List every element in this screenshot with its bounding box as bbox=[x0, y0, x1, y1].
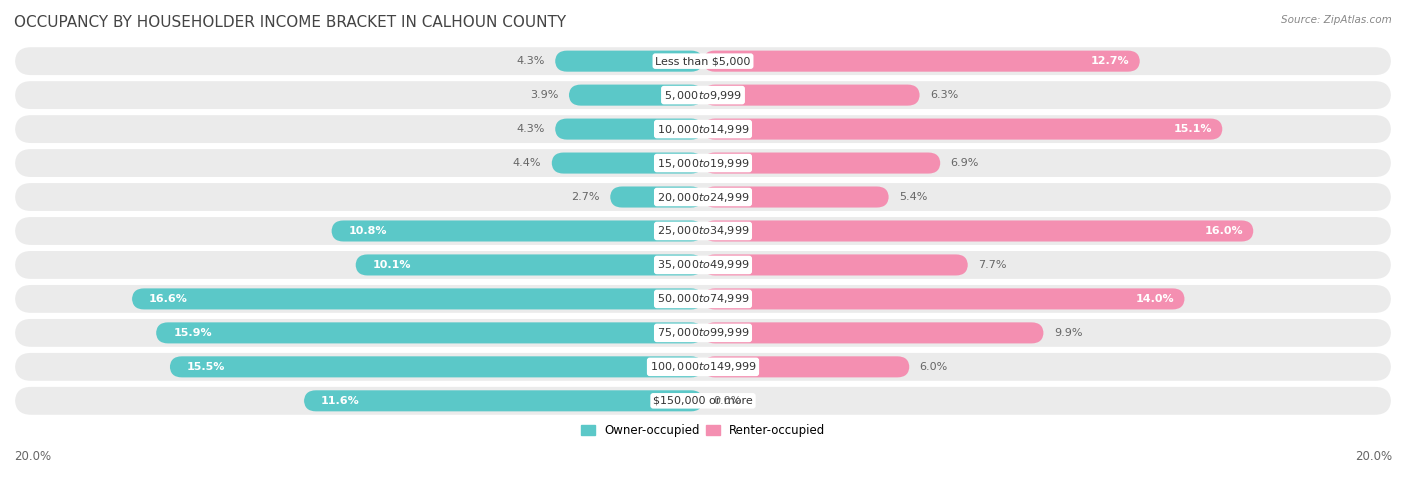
FancyBboxPatch shape bbox=[15, 47, 1391, 75]
Text: 14.0%: 14.0% bbox=[1136, 294, 1174, 304]
FancyBboxPatch shape bbox=[15, 149, 1391, 177]
Text: 6.0%: 6.0% bbox=[920, 362, 948, 372]
Text: 9.9%: 9.9% bbox=[1054, 328, 1083, 338]
Text: 7.7%: 7.7% bbox=[979, 260, 1007, 270]
FancyBboxPatch shape bbox=[15, 183, 1391, 211]
Text: 20.0%: 20.0% bbox=[14, 451, 51, 463]
FancyBboxPatch shape bbox=[15, 251, 1391, 279]
FancyBboxPatch shape bbox=[15, 217, 1391, 245]
Text: 15.9%: 15.9% bbox=[173, 328, 212, 338]
Text: $10,000 to $14,999: $10,000 to $14,999 bbox=[657, 122, 749, 136]
FancyBboxPatch shape bbox=[703, 356, 910, 378]
Text: $75,000 to $99,999: $75,000 to $99,999 bbox=[657, 327, 749, 339]
FancyBboxPatch shape bbox=[15, 285, 1391, 313]
Text: 2.7%: 2.7% bbox=[571, 192, 600, 202]
FancyBboxPatch shape bbox=[15, 81, 1391, 109]
FancyBboxPatch shape bbox=[555, 51, 703, 71]
Text: $35,000 to $49,999: $35,000 to $49,999 bbox=[657, 259, 749, 272]
Text: 10.1%: 10.1% bbox=[373, 260, 412, 270]
Text: 4.3%: 4.3% bbox=[516, 124, 544, 134]
Text: 5.4%: 5.4% bbox=[898, 192, 928, 202]
FancyBboxPatch shape bbox=[703, 51, 1140, 71]
Text: $150,000 or more: $150,000 or more bbox=[654, 396, 752, 406]
Text: 11.6%: 11.6% bbox=[321, 396, 360, 406]
FancyBboxPatch shape bbox=[610, 187, 703, 208]
Text: 16.6%: 16.6% bbox=[149, 294, 188, 304]
FancyBboxPatch shape bbox=[703, 119, 1222, 139]
FancyBboxPatch shape bbox=[703, 85, 920, 105]
Text: 3.9%: 3.9% bbox=[530, 90, 558, 100]
Text: $100,000 to $149,999: $100,000 to $149,999 bbox=[650, 360, 756, 373]
FancyBboxPatch shape bbox=[703, 221, 1253, 242]
Text: 15.5%: 15.5% bbox=[187, 362, 225, 372]
FancyBboxPatch shape bbox=[703, 254, 967, 276]
FancyBboxPatch shape bbox=[132, 288, 703, 310]
Text: Source: ZipAtlas.com: Source: ZipAtlas.com bbox=[1281, 15, 1392, 25]
FancyBboxPatch shape bbox=[703, 153, 941, 174]
Text: 0.0%: 0.0% bbox=[713, 396, 741, 406]
Text: $5,000 to $9,999: $5,000 to $9,999 bbox=[664, 88, 742, 102]
FancyBboxPatch shape bbox=[332, 221, 703, 242]
Text: $20,000 to $24,999: $20,000 to $24,999 bbox=[657, 191, 749, 204]
FancyBboxPatch shape bbox=[170, 356, 703, 378]
Text: 4.4%: 4.4% bbox=[513, 158, 541, 168]
Text: Less than $5,000: Less than $5,000 bbox=[655, 56, 751, 66]
FancyBboxPatch shape bbox=[156, 322, 703, 344]
FancyBboxPatch shape bbox=[356, 254, 703, 276]
Text: 4.3%: 4.3% bbox=[516, 56, 544, 66]
Text: 12.7%: 12.7% bbox=[1091, 56, 1129, 66]
Text: 10.8%: 10.8% bbox=[349, 226, 387, 236]
FancyBboxPatch shape bbox=[555, 119, 703, 139]
Text: $50,000 to $74,999: $50,000 to $74,999 bbox=[657, 293, 749, 305]
Text: $25,000 to $34,999: $25,000 to $34,999 bbox=[657, 225, 749, 238]
FancyBboxPatch shape bbox=[15, 115, 1391, 143]
FancyBboxPatch shape bbox=[703, 322, 1043, 344]
Text: 15.1%: 15.1% bbox=[1174, 124, 1212, 134]
FancyBboxPatch shape bbox=[703, 187, 889, 208]
FancyBboxPatch shape bbox=[551, 153, 703, 174]
Text: 20.0%: 20.0% bbox=[1355, 451, 1392, 463]
FancyBboxPatch shape bbox=[15, 319, 1391, 347]
FancyBboxPatch shape bbox=[703, 288, 1185, 310]
Legend: Owner-occupied, Renter-occupied: Owner-occupied, Renter-occupied bbox=[576, 419, 830, 442]
FancyBboxPatch shape bbox=[304, 390, 703, 411]
Text: OCCUPANCY BY HOUSEHOLDER INCOME BRACKET IN CALHOUN COUNTY: OCCUPANCY BY HOUSEHOLDER INCOME BRACKET … bbox=[14, 15, 567, 30]
Text: $15,000 to $19,999: $15,000 to $19,999 bbox=[657, 156, 749, 170]
Text: 6.9%: 6.9% bbox=[950, 158, 979, 168]
FancyBboxPatch shape bbox=[15, 353, 1391, 381]
Text: 6.3%: 6.3% bbox=[929, 90, 959, 100]
FancyBboxPatch shape bbox=[15, 387, 1391, 415]
FancyBboxPatch shape bbox=[569, 85, 703, 105]
Text: 16.0%: 16.0% bbox=[1205, 226, 1243, 236]
